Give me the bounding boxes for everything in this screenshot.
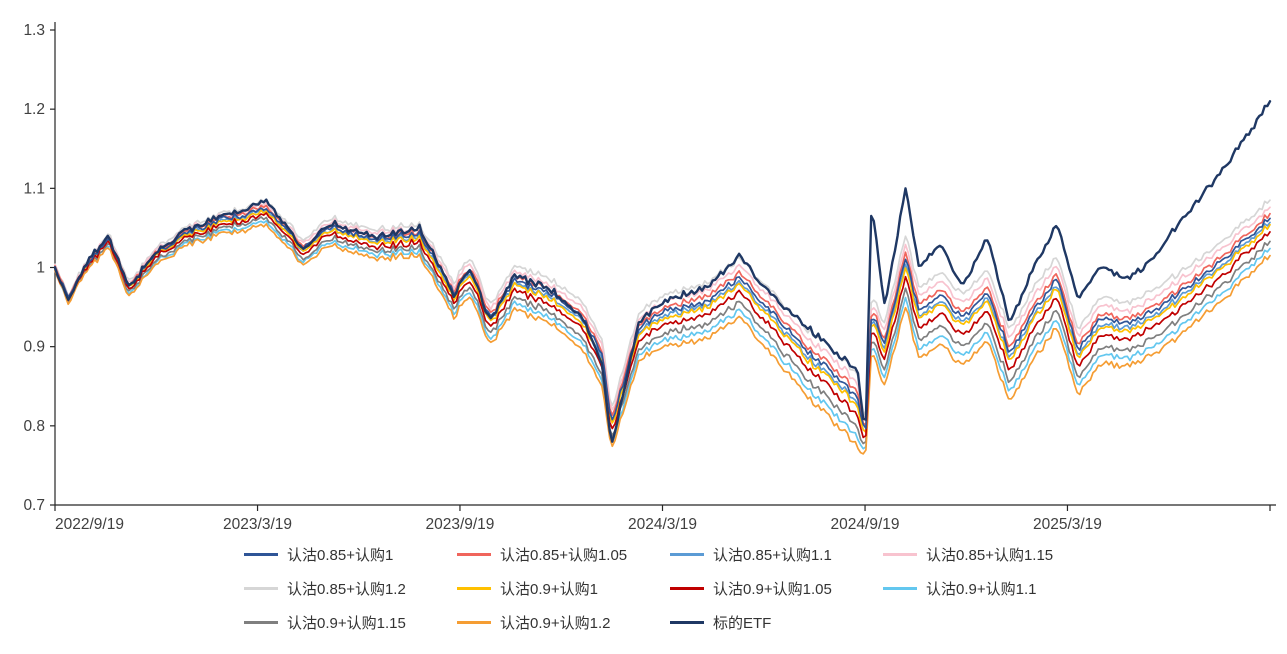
legend-item-1: 认沽0.85+认购1.05 bbox=[457, 544, 670, 565]
y-tick-label: 1.2 bbox=[23, 101, 45, 118]
series-line-6 bbox=[54, 212, 1271, 439]
legend-item-2: 认沽0.85+认购1.1 bbox=[670, 544, 883, 565]
legend-swatch bbox=[244, 587, 278, 590]
series-line-9 bbox=[54, 223, 1271, 455]
legend: 认沽0.85+认购1 认沽0.85+认购1.05 认沽0.85+认购1.1 认沽0.8… bbox=[244, 544, 1287, 633]
legend-swatch bbox=[457, 587, 491, 590]
legend-swatch bbox=[670, 553, 704, 556]
legend-item-6: 认沽0.9+认购1.05 bbox=[670, 578, 883, 599]
legend-swatch bbox=[883, 587, 917, 590]
x-tick-label: 2025/3/19 bbox=[1033, 516, 1102, 532]
legend-item-0: 认沽0.85+认购1 bbox=[244, 544, 457, 565]
legend-label: 标的ETF bbox=[713, 615, 772, 632]
legend-item-10: 标的ETF bbox=[670, 612, 883, 633]
x-tick-label: 2024/3/19 bbox=[628, 516, 697, 532]
legend-swatch bbox=[244, 621, 278, 624]
legend-label: 认沽0.9+认购1 bbox=[500, 581, 598, 598]
legend-label: 认沽0.85+认购1.2 bbox=[287, 581, 406, 598]
series-line-0 bbox=[54, 207, 1271, 430]
legend-item-3: 认沽0.85+认购1.15 bbox=[883, 544, 1096, 565]
y-tick-label: 1 bbox=[36, 260, 45, 277]
legend-label: 认沽0.85+认购1.15 bbox=[926, 547, 1054, 564]
legend-swatch bbox=[457, 621, 491, 624]
series-line-3 bbox=[54, 201, 1271, 422]
series-line-7 bbox=[54, 219, 1271, 450]
legend-label: 认沽0.9+认购1.15 bbox=[287, 615, 406, 632]
legend-swatch bbox=[883, 553, 917, 556]
legend-item-5: 认沽0.9+认购1 bbox=[457, 578, 670, 599]
legend-label: 认沽0.9+认购1.1 bbox=[926, 581, 1037, 598]
series-line-5 bbox=[54, 209, 1271, 434]
legend-swatch bbox=[670, 621, 704, 624]
legend-label: 认沽0.9+认购1.2 bbox=[500, 615, 611, 632]
series-line-1 bbox=[54, 204, 1271, 426]
legend-swatch bbox=[244, 553, 278, 556]
legend-label: 认沽0.85+认购1.1 bbox=[713, 547, 832, 564]
series-line-10 bbox=[53, 100, 1272, 443]
legend-item-4: 认沽0.85+认购1.2 bbox=[244, 578, 457, 599]
legend-label: 认沽0.85+认购1.05 bbox=[500, 547, 628, 564]
x-tick-label: 2023/3/19 bbox=[223, 516, 292, 532]
y-tick-label: 0.9 bbox=[23, 339, 45, 356]
x-tick-label: 2022/9/19 bbox=[55, 516, 124, 532]
y-tick-label: 1.1 bbox=[23, 180, 45, 197]
x-tick-label: 2023/9/19 bbox=[425, 516, 494, 532]
line-chart-svg: 0.7 0.8 0.9 1 1.1 1.2 1.3 2022/9/19 2023/3/19 202… bbox=[23, 22, 1276, 532]
series-line-8 bbox=[54, 216, 1271, 445]
legend-swatch bbox=[670, 587, 704, 590]
legend-item-7: 认沽0.9+认购1.1 bbox=[883, 578, 1096, 599]
legend-item-9: 认沽0.9+认购1.2 bbox=[457, 612, 670, 633]
legend-swatch bbox=[457, 553, 491, 556]
legend-item-8: 认沽0.9+认购1.15 bbox=[244, 612, 457, 633]
y-tick-label: 1.3 bbox=[23, 22, 45, 39]
y-tick-label: 0.8 bbox=[23, 418, 45, 435]
x-tick-label: 2024/9/19 bbox=[831, 516, 900, 532]
legend-label: 认沽0.85+认购1 bbox=[287, 547, 394, 564]
legend-label: 认沽0.9+认购1.05 bbox=[713, 581, 832, 598]
y-tick-label: 0.7 bbox=[23, 497, 45, 514]
